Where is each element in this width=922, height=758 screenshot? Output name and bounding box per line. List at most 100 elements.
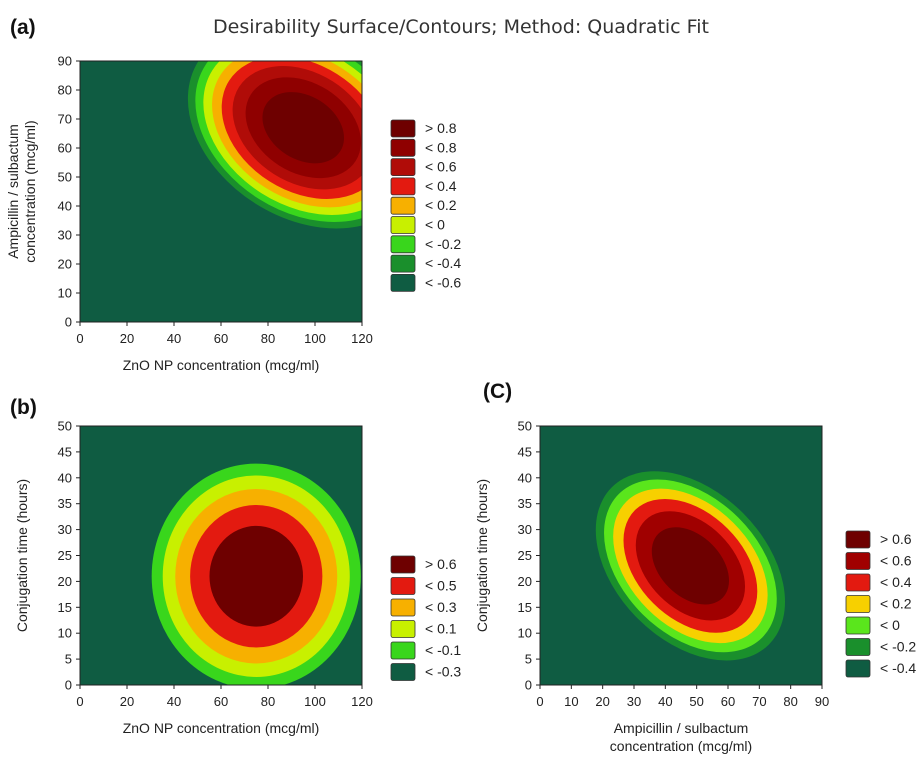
x-tick-label: 40 xyxy=(167,331,181,346)
y-axis-label: concentration (mcg/ml) xyxy=(22,120,38,262)
x-tick-label: 60 xyxy=(214,331,228,346)
contour-panel-b: 0 20 40 60 80 100 120 0 5 10 15 20 25 30 35 40 45 50 ZnO N… xyxy=(14,419,461,737)
legend-label: < 0.8 xyxy=(425,139,457,155)
x-tick-label: 0 xyxy=(76,331,83,346)
x-tick-label: 60 xyxy=(214,694,228,709)
legend-label: < 0.4 xyxy=(425,178,457,194)
legend-swatch xyxy=(390,663,416,681)
x-tick-label: 20 xyxy=(120,694,134,709)
y-tick-label: 10 xyxy=(58,626,72,641)
legend-swatch xyxy=(845,659,871,678)
y-axis-label: Ampicillin / sulbactum xyxy=(5,124,21,259)
y-tick-label: 45 xyxy=(58,444,72,459)
legend-swatch xyxy=(845,638,871,656)
contour-band-5 xyxy=(209,525,304,627)
y-tick-label: 0 xyxy=(65,315,72,330)
x-tick-label: 40 xyxy=(658,694,672,709)
legend-swatch xyxy=(390,273,416,292)
y-tick-label: 30 xyxy=(58,522,72,537)
legend-label: < -0.4 xyxy=(880,660,916,676)
legend-swatch xyxy=(390,254,416,273)
y-tick-label: 40 xyxy=(58,199,72,214)
x-tick-label: 50 xyxy=(689,694,703,709)
y-tick-label: 50 xyxy=(58,419,72,434)
legend-swatch xyxy=(390,196,416,215)
y-tick-label: 60 xyxy=(58,141,72,156)
x-axis-label: ZnO NP concentration (mcg/ml) xyxy=(123,720,320,736)
legend-label: < -0.6 xyxy=(425,274,461,290)
x-tick-label: 20 xyxy=(120,331,134,346)
legend-label: < 0.6 xyxy=(425,159,457,175)
y-tick-label: 50 xyxy=(518,419,532,434)
legend-swatch xyxy=(390,598,416,617)
legend-swatch xyxy=(390,577,416,595)
x-tick-label: 10 xyxy=(564,694,578,709)
y-tick-label: 20 xyxy=(518,574,532,589)
x-axis-label: ZnO NP concentration (mcg/ml) xyxy=(123,357,320,373)
legend-label: < 0.1 xyxy=(425,621,457,637)
y-tick-label: 10 xyxy=(518,626,532,641)
x-tick-label: 40 xyxy=(167,694,181,709)
y-axis-label: Conjugation time (hours) xyxy=(14,479,30,632)
y-tick-label: 0 xyxy=(525,678,532,693)
y-tick-label: 40 xyxy=(58,470,72,485)
legend-swatch xyxy=(390,620,416,638)
y-tick-label: 20 xyxy=(58,257,72,272)
x-tick-label: 100 xyxy=(304,331,326,346)
legend-label: < 0.3 xyxy=(425,599,457,615)
x-tick-label: 60 xyxy=(721,694,735,709)
y-tick-label: 30 xyxy=(518,522,532,537)
y-tick-label: 40 xyxy=(518,470,532,485)
legend-swatch xyxy=(390,216,416,234)
legend-label: < 0.5 xyxy=(425,578,457,594)
legend-label: < -0.2 xyxy=(880,639,916,655)
y-tick-label: 15 xyxy=(518,600,532,615)
legend-swatch xyxy=(390,235,416,254)
legend-label: < 0.6 xyxy=(880,553,912,569)
legend-swatch xyxy=(845,616,871,635)
x-tick-label: 20 xyxy=(595,694,609,709)
y-tick-label: 70 xyxy=(58,112,72,127)
x-tick-label: 80 xyxy=(261,331,275,346)
legend-swatch xyxy=(390,641,416,660)
x-axis-label: concentration (mcg/ml) xyxy=(610,738,752,754)
legend-c: > 0.6 < 0.6 < 0.4 < 0.2 < 0 < -0.2 < -0.4 xyxy=(845,530,916,678)
x-tick-label: 100 xyxy=(304,694,326,709)
legend-a: > 0.8 < 0.8 < 0.6 < 0.4 < 0.2 < 0 < -0.2 < -0.4… xyxy=(390,119,461,292)
legend-label: < 0 xyxy=(425,217,445,233)
x-tick-label: 70 xyxy=(752,694,766,709)
legend-label: > 0.8 xyxy=(425,120,457,136)
y-tick-label: 80 xyxy=(58,83,72,98)
y-tick-label: 10 xyxy=(58,286,72,301)
contour-panel-c: 0 10 20 30 40 50 60 70 80 90 0 5 10 15 20 25 30 35 40 45 50 A… xyxy=(474,419,916,755)
x-tick-label: 120 xyxy=(351,694,373,709)
legend-swatch xyxy=(845,530,871,549)
x-tick-label: 120 xyxy=(351,331,373,346)
legend-swatch xyxy=(845,552,871,570)
x-tick-label: 80 xyxy=(783,694,797,709)
y-axis-label: Conjugation time (hours) xyxy=(474,479,490,632)
y-tick-label: 35 xyxy=(58,496,72,511)
legend-label: < -0.1 xyxy=(425,642,461,658)
x-tick-label: 0 xyxy=(536,694,543,709)
legend-b: > 0.6 < 0.5 < 0.3 < 0.1 < -0.1 < -0.3 xyxy=(390,555,461,681)
x-tick-label: 0 xyxy=(76,694,83,709)
panel-label-a: (a) xyxy=(10,16,36,39)
legend-swatch xyxy=(390,138,416,157)
y-tick-label: 5 xyxy=(525,652,532,667)
contour-fill-a xyxy=(80,61,362,322)
y-tick-label: 35 xyxy=(518,496,532,511)
y-tick-label: 5 xyxy=(65,652,72,667)
y-tick-label: 0 xyxy=(65,678,72,693)
legend-label: < 0 xyxy=(880,617,900,633)
legend-swatch xyxy=(845,595,871,613)
contour-fill-b xyxy=(80,426,362,685)
legend-label: < 0.2 xyxy=(425,197,457,213)
legend-label: > 0.6 xyxy=(880,531,912,547)
legend-swatch xyxy=(390,158,416,177)
y-tick-label: 25 xyxy=(518,548,532,563)
x-tick-label: 90 xyxy=(815,694,829,709)
x-tick-label: 80 xyxy=(261,694,275,709)
x-axis-label: Ampicillin / sulbactum xyxy=(614,720,749,736)
